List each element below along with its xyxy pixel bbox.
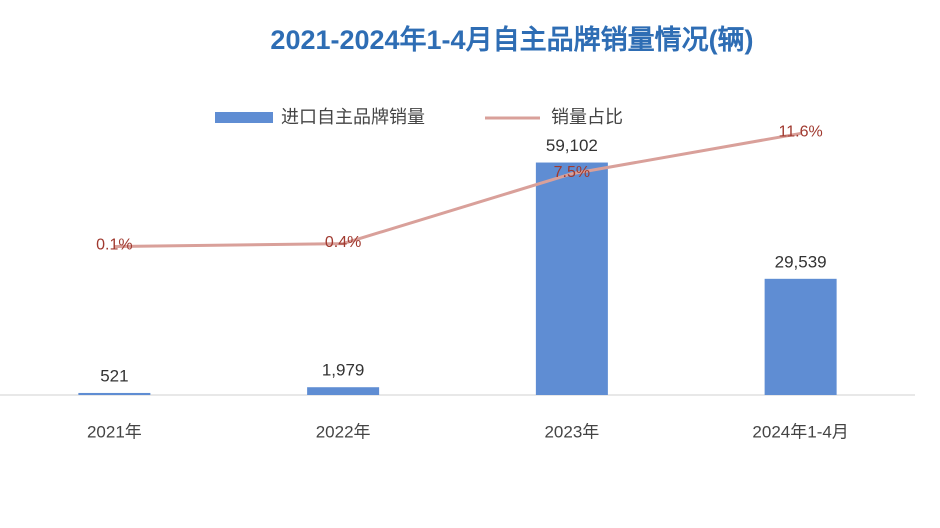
data-label: 59,102 [546,136,598,155]
data-label: 1,979 [322,361,365,380]
data-label: 7.5% [554,164,590,181]
data-label: 0.1% [96,237,132,254]
x-tick-label: 2021年 [87,422,142,441]
data-label: 11.6% [779,124,823,141]
data-label: 521 [100,366,128,385]
bar [307,387,380,395]
legend-label: 销量占比 [551,107,623,127]
bar [535,162,608,395]
data-label: 0.4% [325,234,361,251]
legend-label: 进口自主品牌销量 [281,107,425,127]
bar [764,278,837,395]
legend-swatch [215,112,273,123]
x-tick-label: 2024年1-4月 [752,422,848,441]
x-tick-label: 2023年 [544,422,599,441]
line [114,131,801,249]
data-label: 29,539 [775,252,827,271]
bar [78,392,151,395]
chart-title: 2021-2024年1-4月自主品牌销量情况(辆) [270,24,753,55]
x-tick-label: 2022年 [316,422,371,441]
